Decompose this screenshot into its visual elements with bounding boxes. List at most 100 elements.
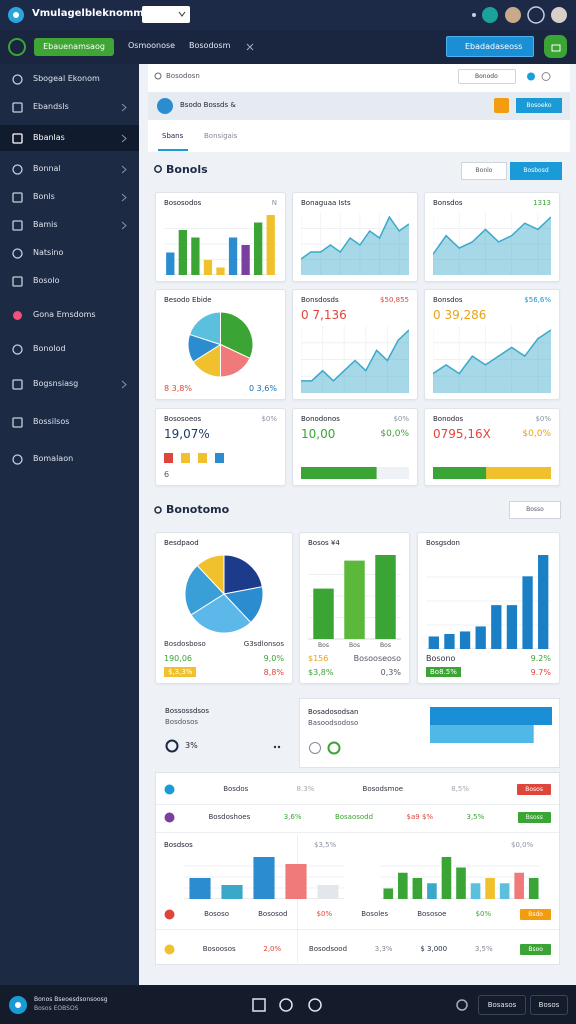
nav-item[interactable]: Bbanlas [33,133,65,142]
nav-item[interactable]: Gona Emsdoms [33,310,96,319]
nav-link[interactable]: Osmoonose [128,41,176,50]
card-footer: $156 Bosooseoso [308,652,401,664]
nav-item[interactable]: Bogsnsiasg [33,379,79,388]
nav-item[interactable]: Natsino [33,248,64,257]
banner-button[interactable]: Bosoeko [516,98,562,113]
nav-icon [279,998,293,1012]
x-tick-label: Bos [380,642,391,649]
card-footer: $3,8% 0,3% [308,666,401,678]
icon-shape [12,344,23,355]
mini-chart [301,213,409,275]
row-divider [156,832,559,833]
search-input[interactable] [142,6,190,23]
bar [506,605,518,649]
nav-icon [12,133,23,144]
chevron-line [121,134,127,143]
card-title: Besdpaod [164,539,199,547]
chevron-line [121,165,127,174]
nav-item[interactable]: Bosolo [33,276,60,285]
section-button[interactable]: Bosbosd [510,162,562,180]
swatch [181,453,190,463]
nav-item[interactable]: Bonls [33,192,55,201]
nav-icon [12,276,23,287]
primary-button[interactable]: Ebauenamsaog [34,38,114,56]
bar [522,576,533,649]
list-row: Bosdos 8.3% Bosodsmoe 8,5% Bosos [164,779,551,799]
mini-chart [430,707,552,743]
nav-item[interactable]: Bonolod [33,344,66,353]
nav-item[interactable]: Bonnal [33,164,61,173]
card-title: Bososodos [164,199,202,207]
row-button[interactable]: Bsoss [517,811,551,823]
nav-item[interactable]: Ebandsls [33,102,69,111]
row-text: 8.3% [296,785,315,793]
chevron-line [121,103,127,112]
row-button[interactable]: Bosos [517,783,551,795]
row-text: Bosoosos [202,945,236,953]
bar [266,215,275,275]
bar [203,260,213,275]
logo [8,7,24,23]
card: Bonodos $0% 0795,16X $0,0% [424,408,560,486]
row-text: 2,0% [263,945,282,953]
nav-link[interactable]: Bosodosm [189,41,231,50]
footer-text: 6 [164,469,170,479]
icon-shape [12,164,23,175]
bar [444,633,455,649]
top-icon [472,13,476,17]
chart-title: Bosdsos [164,841,193,849]
row-text: $0% [316,910,333,918]
bar [470,883,481,899]
mini-chart [187,311,254,378]
bar [491,605,502,649]
mini-chart [301,326,409,393]
card-footer: Bosdosboso G3sdlonsos [164,638,284,650]
sidebar: Sbogeal Ekonom Ebandsls Bbanlas Bonnal Bonls… [0,64,139,985]
card-title: Bososoeos [164,415,202,423]
row-icon [164,944,175,954]
area-fill [301,217,409,275]
swatch [215,453,224,463]
bar [398,872,408,899]
row-button[interactable]: Bsoo [520,943,551,955]
bar [166,252,175,275]
row-button[interactable]: Bsdo [520,908,551,920]
card: Besodo Ebide 8 3,8% 0 3,6% [155,289,286,400]
footer-button[interactable]: Bosasos [478,995,526,1015]
row-text: 3,3% [374,945,393,953]
dot [527,72,535,81]
area-line [301,329,409,382]
footer-button[interactable]: Bosos [530,995,568,1015]
action-button[interactable]: Ebadadaseoss [446,36,534,57]
footer-text: Bosooseoso [353,653,401,663]
section-button[interactable]: Bosso [509,501,561,519]
top-icon [505,7,521,23]
tab[interactable]: Bonsigais [204,132,238,140]
nav-item[interactable]: Bamis [33,220,58,229]
round-button[interactable] [544,35,567,58]
tab[interactable]: Sbans [162,132,184,140]
mini-chart [184,857,344,899]
ring [309,742,321,754]
nav-item[interactable]: Bomalaon [33,454,74,463]
card-title: Bonodos [433,415,464,423]
ring [327,741,341,755]
bar [514,872,524,899]
nav-item[interactable]: Sbogeal Ekonom [33,74,100,83]
card-footer: Bo8.5% 9.7% [426,666,551,678]
nav-item[interactable]: Bossilsos [33,417,70,426]
card-corner: $0% [261,415,277,423]
lock [551,44,561,52]
chevron [121,134,127,143]
nav-icon [13,311,22,320]
filter-box[interactable]: Bonodo [458,69,516,84]
section-icon [154,165,162,173]
section-button[interactable]: Bonlo [461,162,507,180]
footer-text: $156 [308,653,329,663]
summary-value: 3% [185,741,198,750]
badge-shape [494,98,509,113]
mini-chart [164,453,224,463]
settings-icon [456,999,468,1011]
ring [8,38,26,56]
row-text: Bosdoshoes [208,813,251,821]
